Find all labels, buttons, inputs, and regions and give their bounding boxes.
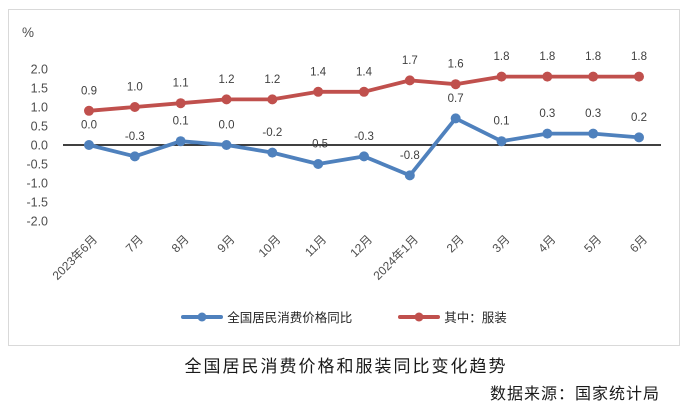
data-label: 1.2 (219, 74, 235, 86)
svg-text:2月: 2月 (444, 232, 467, 255)
data-point-marker (634, 132, 644, 143)
data-label: 0.0 (81, 120, 97, 132)
legend-label-cpi: 全国居民消费价格同比 (227, 311, 353, 325)
y-axis-ticks: 2.0 1.5 1.0 0.5 0.0 -0.5 -1.0 -1.5 -2.0 (26, 63, 48, 229)
data-point-marker (129, 151, 140, 162)
svg-text:11月: 11月 (302, 232, 329, 259)
series-1: 0.9 1.0 1.1 1.2 1.2 1.4 1.4 1.7 1.6 1.8 1.8 1.8 1.8 (81, 51, 647, 116)
data-point-marker (634, 71, 644, 82)
data-point-marker (588, 71, 599, 82)
data-label: -0.2 (262, 127, 282, 139)
data-label: 1.8 (494, 51, 510, 63)
data-point-marker (175, 136, 186, 147)
data-label: 0.2 (631, 112, 647, 124)
svg-text:3月: 3月 (490, 232, 513, 255)
svg-text:6月: 6月 (627, 232, 650, 255)
data-point-marker (588, 128, 599, 139)
data-point-marker (404, 75, 415, 86)
svg-text:5月: 5月 (581, 232, 604, 255)
data-point-marker (175, 98, 186, 109)
legend-line-marker-cpi (181, 312, 224, 321)
svg-text:1.0: 1.0 (31, 101, 48, 115)
svg-text:-1.0: -1.0 (26, 177, 48, 191)
data-label: 0.1 (494, 116, 510, 128)
chart-legend: 全国居民消费价格同比 其中：服装 (9, 307, 679, 326)
data-label: 1.4 (310, 66, 327, 78)
data-point-marker (313, 159, 324, 169)
legend-label-clothing: 其中：服装 (444, 311, 507, 325)
svg-text:7月: 7月 (123, 232, 146, 255)
data-point-marker (267, 147, 278, 158)
svg-text:9月: 9月 (215, 232, 238, 255)
data-label: 1.2 (264, 74, 280, 86)
data-label: 0.9 (81, 85, 97, 97)
legend-item-cpi: 全国居民消费价格同比 (181, 307, 352, 326)
svg-text:-2.0: -2.0 (26, 215, 48, 229)
data-point-marker (221, 94, 232, 105)
data-label: 0.7 (448, 93, 464, 105)
chart-title: 全国居民消费价格和服装同比变化趋势 (184, 357, 508, 376)
series-line (87, 116, 641, 178)
data-label: -0.3 (354, 131, 374, 143)
svg-text:8月: 8月 (169, 232, 192, 255)
data-label: 0.3 (585, 108, 601, 120)
data-label: -0.3 (125, 131, 145, 143)
data-point-marker (450, 79, 461, 90)
data-point-marker (542, 128, 553, 139)
data-point-marker (221, 140, 232, 150)
svg-text:2023年6月: 2023年6月 (50, 232, 100, 282)
data-point-marker (542, 71, 553, 82)
data-point-marker (496, 71, 507, 82)
data-label: -0.8 (400, 150, 420, 162)
data-point-marker (359, 86, 369, 97)
svg-text:12月: 12月 (347, 232, 375, 260)
data-label: 1.4 (356, 66, 373, 78)
data-point-marker (404, 170, 415, 181)
legend-line-marker-clothing (398, 312, 441, 321)
legend-item-clothing: 其中：服装 (398, 307, 507, 326)
data-label: 1.8 (631, 51, 647, 63)
data-label: 1.8 (539, 51, 555, 63)
svg-text:2.0: 2.0 (31, 63, 48, 77)
data-label: 0.3 (539, 108, 555, 120)
data-point-marker (129, 102, 140, 112)
data-label: 0.1 (173, 116, 189, 128)
data-point-marker (496, 136, 507, 147)
data-source: 数据来源：国家统计局 (489, 386, 660, 403)
series-0: 0.0 -0.3 0.1 0.0 -0.2 -0.5 -0.3 -0.8 0.7 0.1 0.3 0.… (81, 93, 647, 181)
y-axis-unit-label: % (22, 25, 34, 40)
svg-text:-1.5: -1.5 (26, 196, 48, 210)
data-point-marker (267, 94, 278, 105)
data-label: 1.0 (127, 82, 143, 94)
data-point-marker (84, 105, 94, 116)
data-label: 0.0 (219, 120, 235, 132)
data-point-marker (359, 151, 369, 162)
svg-text:10月: 10月 (256, 232, 284, 260)
data-label: 1.7 (402, 55, 418, 67)
svg-text:2024年1月: 2024年1月 (370, 232, 420, 282)
data-label: 1.8 (585, 51, 601, 63)
svg-text:1.5: 1.5 (31, 82, 48, 96)
svg-text:4月: 4月 (535, 232, 558, 255)
data-point-marker (450, 113, 461, 124)
data-label: 1.6 (448, 59, 464, 71)
chart-container: % 2.0 1.5 1.0 0.5 0.0 -0.5 -1.0 -1.5 -2.0 2023年6月 7… (8, 9, 680, 346)
data-label: -0.5 (308, 139, 328, 151)
data-label: 1.1 (173, 78, 189, 90)
svg-text:-0.5: -0.5 (26, 158, 48, 172)
svg-text:0.0: 0.0 (31, 139, 48, 153)
svg-text:0.5: 0.5 (31, 120, 48, 134)
data-point-marker (313, 86, 324, 97)
data-point-marker (84, 140, 94, 150)
